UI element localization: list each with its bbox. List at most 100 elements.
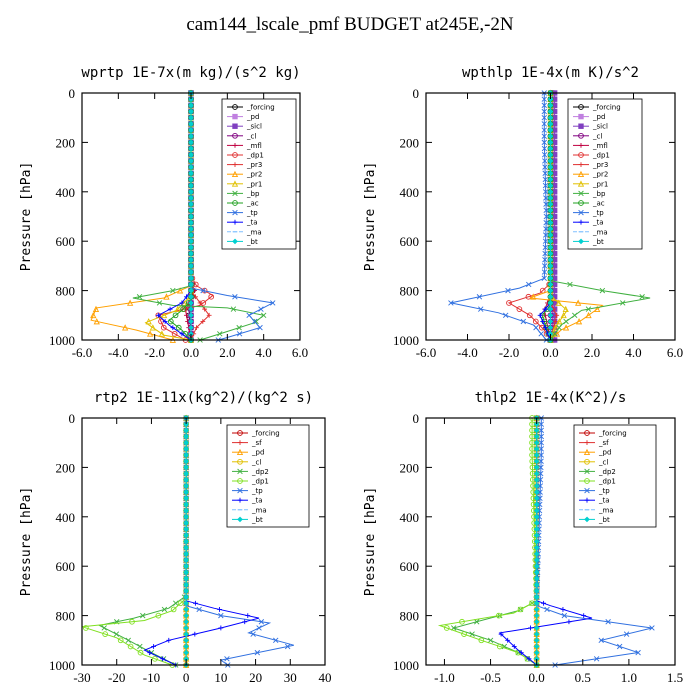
data-point [487,637,494,644]
data-point [541,102,547,109]
legend-label: _pd [246,113,259,121]
data-point [555,299,562,306]
legend-swatch-marker [237,468,243,475]
legend-label: _dp2 [251,468,269,476]
data-point [188,324,194,331]
data-point [547,96,554,102]
data-point [566,619,572,625]
legend-label: _cl [592,132,602,140]
data-point [478,306,484,312]
legend-swatch-marker [578,113,584,120]
x-tick-label: 0.5 [575,670,591,685]
data-point [183,612,189,619]
data-point [193,600,198,606]
legend-swatch-marker [232,200,238,206]
data-point [560,607,566,612]
x-tick-label: 4.0 [256,345,272,360]
chart-panel-3: rtp2 1E-11x(kg^2)/(kg^2 s) Pressure [hPa]… [19,390,332,685]
legend-swatch-marker [232,123,238,129]
legend-label: _pr1 [592,180,608,188]
legend-swatch-marker [578,238,584,245]
data-point [188,133,194,140]
x-tick-label: 4.0 [625,345,641,360]
data-point [188,219,194,226]
data-point [533,501,540,508]
data-point [183,433,189,440]
y-tick-label: 400 [400,510,420,525]
data-point [170,606,177,613]
legend-swatch-marker [584,487,590,494]
data-point [183,489,189,495]
y-tick-label: 0 [69,411,76,426]
data-point [175,324,182,331]
data-point [170,325,176,331]
data-point [575,299,582,306]
y-tick-label: 400 [400,185,420,200]
data-point [538,331,544,337]
data-point [547,232,554,238]
data-point [541,263,548,269]
data-point [245,613,251,618]
x-tick-label: -30 [73,670,90,685]
series-line [97,418,187,666]
data-point [250,631,256,637]
y-tick-label: 600 [56,559,76,574]
x-tick-label: 6.0 [292,345,308,360]
legend-swatch-marker [584,458,590,465]
data-point [188,176,194,183]
data-point [188,102,194,109]
data-point [543,201,549,207]
data-point [547,300,554,306]
data-point [140,612,146,619]
y-tick-label: 200 [400,135,420,150]
data-point [533,600,540,607]
legend-label: _dp2 [598,468,616,476]
data-point [218,612,224,619]
legend-swatch-marker [232,162,238,167]
y-tick-label: 200 [400,460,420,475]
data-point [183,501,189,508]
data-point [649,625,655,631]
data-point [146,330,154,337]
data-point [556,318,563,325]
data-point [547,188,554,195]
data-point [122,324,129,331]
data-point [188,182,194,189]
data-point [533,458,540,465]
panel-title: rtp2 1E-11x(kg^2)/(kg^2 s) [94,390,313,406]
data-point [554,312,560,318]
data-point [533,507,540,514]
legend-swatch-marker [584,516,590,523]
legend-swatch-marker [578,104,584,110]
data-point [540,319,546,324]
legend-swatch-marker [232,143,238,148]
data-point [149,324,156,331]
data-point [167,306,173,312]
legend-swatch-marker [232,113,238,120]
data-point [183,563,189,570]
data-point [160,324,167,331]
legend-swatch-marker [578,219,584,225]
legend-label: _forcing [592,104,621,112]
data-point [533,324,539,331]
data-point [533,439,540,446]
data-point [183,532,189,539]
panel-title: wpthlp 1E-4x(m K)/s^2 [462,65,639,81]
data-point [183,464,189,471]
data-point [498,631,504,637]
series-line [437,418,538,666]
data-point [183,557,189,563]
data-point [542,238,549,244]
data-point [136,294,143,300]
y-tick-label: 1000 [49,333,75,348]
data-point [541,269,548,275]
data-point [92,305,100,312]
legend-swatch-marker [584,497,590,503]
data-point [137,643,143,650]
data-point [547,182,554,189]
legend-swatch-marker [231,180,239,187]
data-point [469,631,475,637]
legend-swatch-marker [237,478,243,484]
data-point [541,152,548,158]
y-tick-label: 800 [56,609,76,624]
